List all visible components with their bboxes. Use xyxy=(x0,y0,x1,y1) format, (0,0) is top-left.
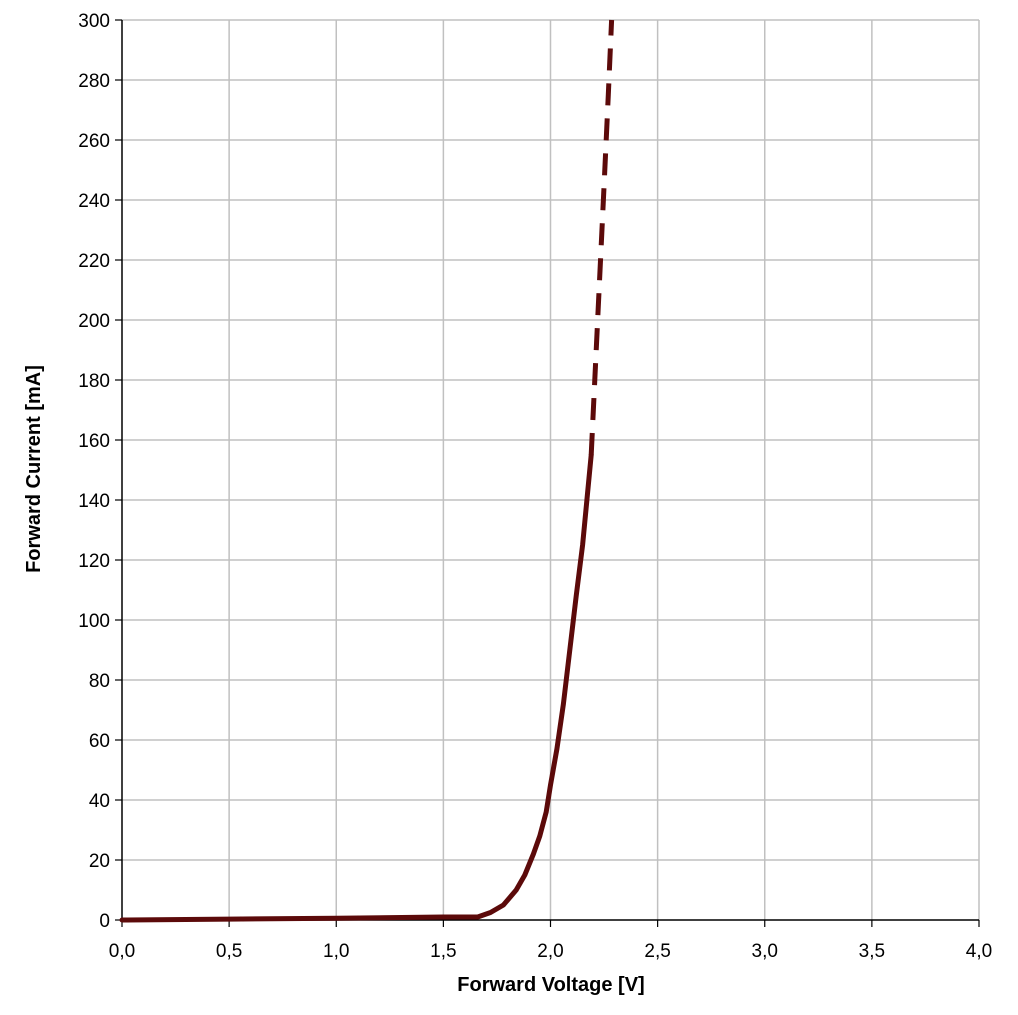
y-tick-label: 80 xyxy=(89,671,110,692)
y-tick-label: 20 xyxy=(89,851,110,872)
y-tick-label: 240 xyxy=(78,191,110,212)
y-tick-label: 300 xyxy=(78,11,110,32)
series xyxy=(119,19,615,923)
axes xyxy=(115,19,980,927)
y-tick-label: 40 xyxy=(89,791,110,812)
y-tick-label: 280 xyxy=(78,71,110,92)
y-axis-title: Forward Current [mA] xyxy=(23,365,45,573)
x-axis-title: Forward Voltage [V] xyxy=(457,974,644,996)
grid xyxy=(122,19,980,920)
series-line-dashed xyxy=(588,19,615,456)
y-tick-label: 60 xyxy=(89,731,110,752)
x-tick-label: 3,5 xyxy=(859,941,885,962)
y-tick-label: 120 xyxy=(78,551,110,572)
series-line-solid xyxy=(119,452,594,923)
y-tick-labels: 0 20 40 60 80 100 120 140 160 180 200 220 240 260 280 3… xyxy=(78,11,110,932)
x-tick-label: 2,0 xyxy=(537,941,563,962)
y-tick-label: 260 xyxy=(78,131,110,152)
y-tick-label: 180 xyxy=(78,371,110,392)
y-tick-label: 100 xyxy=(78,611,110,632)
y-tick-label: 200 xyxy=(78,311,110,332)
x-tick-label: 4,0 xyxy=(966,941,992,962)
x-tick-label: 2,5 xyxy=(644,941,670,962)
x-tick-label: 3,0 xyxy=(752,941,778,962)
y-tick-label: 0 xyxy=(99,911,110,932)
x-tick-label: 0,0 xyxy=(109,941,135,962)
y-tick-label: 140 xyxy=(78,491,110,512)
y-tick-label: 160 xyxy=(78,431,110,452)
x-tick-label: 1,5 xyxy=(430,941,456,962)
y-tick-label: 220 xyxy=(78,251,110,272)
x-tick-labels: 0,0 0,5 1,0 1,5 2,0 2,5 3,0 3,5 4,0 xyxy=(109,941,992,962)
x-tick-label: 0,5 xyxy=(216,941,242,962)
x-tick-label: 1,0 xyxy=(323,941,349,962)
